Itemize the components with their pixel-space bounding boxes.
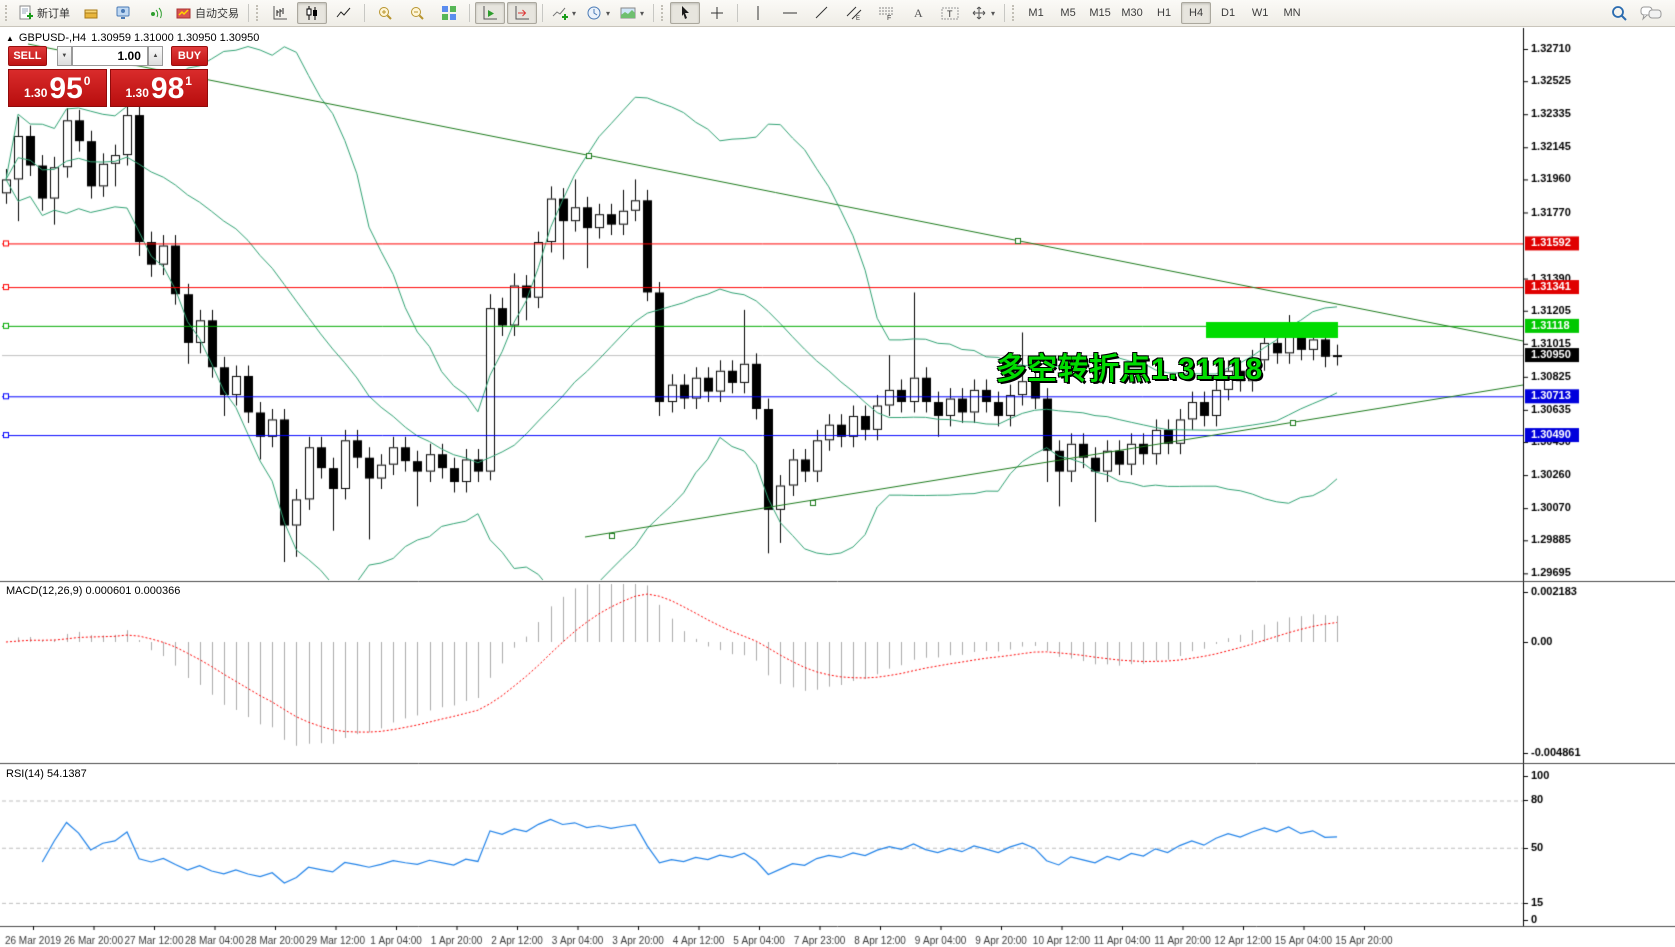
search-icon: [1610, 4, 1628, 22]
arrows-icon: [971, 5, 987, 21]
cursor-icon: [677, 5, 693, 21]
text-label-button[interactable]: T: [935, 2, 965, 24]
profiles-button[interactable]: [108, 2, 138, 24]
candlestick-chart-button[interactable]: [297, 2, 327, 24]
trendline-button[interactable]: [807, 2, 837, 24]
sell-button[interactable]: SELL: [8, 46, 47, 66]
svg-text:A: A: [914, 6, 923, 20]
periods-button[interactable]: ▾: [582, 2, 614, 24]
text-button[interactable]: A: [903, 2, 933, 24]
search-button[interactable]: [1604, 2, 1634, 24]
toolbar-grip[interactable]: [1012, 5, 1017, 21]
chevron-down-icon: ▾: [606, 8, 611, 18]
auto-trading-button[interactable]: 自动交易: [172, 2, 243, 24]
buy-button[interactable]: BUY: [171, 46, 208, 66]
chevron-down-icon: ▾: [640, 8, 645, 18]
chat-icon: [1640, 5, 1662, 21]
toolbar-grip[interactable]: [661, 5, 666, 21]
line-chart-icon: [336, 5, 352, 21]
profile-monitor-icon: [115, 5, 131, 21]
bar-chart-button[interactable]: [265, 2, 295, 24]
fibonacci-icon: F: [878, 5, 894, 21]
tf-d1-button[interactable]: D1: [1221, 7, 1236, 19]
svg-text:E: E: [856, 16, 860, 21]
signal-icon: [147, 5, 163, 21]
tf-mn-button[interactable]: MN: [1283, 7, 1301, 19]
chart-shift-icon: [514, 5, 530, 21]
chart-canvas[interactable]: [0, 27, 1675, 947]
horizontal-line-button[interactable]: [775, 2, 805, 24]
trendline-icon: [814, 5, 830, 21]
auto-trading-label: 自动交易: [195, 8, 239, 20]
templates-button[interactable]: ▾: [616, 2, 648, 24]
buy-price-display[interactable]: 1.30 98 1: [109, 69, 208, 107]
cursor-button[interactable]: [670, 2, 701, 24]
text-icon: A: [911, 5, 925, 21]
one-click-trading-panel: SELL ▼ 1.00 ▲ BUY 1.30 95 0 1.30 98 1: [8, 46, 208, 107]
chevron-down-icon: ▾: [991, 8, 996, 18]
auto-scroll-icon: [482, 5, 498, 21]
indicators-button[interactable]: ▾: [548, 2, 580, 24]
signals-button[interactable]: [140, 2, 170, 24]
auto-scroll-button[interactable]: [475, 2, 505, 24]
zoom-in-button[interactable]: [370, 2, 400, 24]
zoom-out-button[interactable]: [402, 2, 432, 24]
sell-price-display[interactable]: 1.30 95 0: [8, 69, 107, 107]
clock-icon: [586, 5, 602, 21]
candlestick-icon: [304, 5, 320, 21]
volume-input[interactable]: 1.00: [71, 46, 148, 66]
sell-price-prefix: 1.30: [24, 86, 48, 100]
tf-m15-button[interactable]: M15: [1089, 7, 1111, 19]
toolbar-grip[interactable]: [256, 5, 261, 21]
chevron-down-icon: ▾: [572, 8, 577, 18]
line-chart-button[interactable]: [329, 2, 359, 24]
tf-m30-button[interactable]: M30: [1121, 7, 1143, 19]
bar-chart-icon: [272, 5, 288, 21]
buy-price-prefix: 1.30: [125, 86, 149, 100]
chart-shift-button[interactable]: [507, 2, 537, 24]
sell-price-big: 95: [49, 72, 83, 105]
fibonacci-button[interactable]: F: [871, 2, 901, 24]
tf-w1-button[interactable]: W1: [1251, 7, 1269, 19]
crosshair-icon: [709, 5, 725, 21]
tile-windows-button[interactable]: [434, 2, 464, 24]
vertical-line-button[interactable]: [743, 2, 773, 24]
template-icon: [620, 5, 636, 21]
vertical-line-icon: [752, 5, 764, 21]
horizontal-line-icon: [782, 5, 798, 21]
svg-text:T: T: [947, 9, 953, 19]
zoom-out-icon: [409, 5, 425, 21]
tile-windows-icon: [441, 5, 457, 21]
text-label-icon: T: [941, 5, 959, 21]
sell-price-pip: 0: [83, 74, 91, 88]
charts-button[interactable]: [76, 2, 106, 24]
buy-price-pip: 1: [185, 74, 192, 88]
equidistant-channel-icon: E: [846, 5, 862, 21]
crosshair-button[interactable]: [702, 2, 732, 24]
tf-h4-button[interactable]: H4: [1181, 2, 1212, 24]
auto-trading-icon: [176, 5, 192, 21]
volume-decrease-button[interactable]: ▼: [56, 46, 72, 66]
tf-m1-button[interactable]: M1: [1028, 7, 1044, 19]
new-order-button[interactable]: 新订单: [14, 2, 74, 24]
indicators-icon: [552, 5, 568, 21]
svg-text:F: F: [887, 15, 891, 21]
new-order-label: 新订单: [37, 8, 70, 20]
tf-m5-button[interactable]: M5: [1060, 7, 1076, 19]
toolbar-grip[interactable]: [5, 5, 10, 21]
volume-increase-button[interactable]: ▲: [147, 46, 164, 66]
buy-price-big: 98: [150, 72, 185, 105]
new-order-icon: [18, 5, 34, 21]
toolbar: 新订单 自动交易 ▾ ▾ ▾ E F A T ▾: [0, 0, 1675, 27]
tf-h1-button[interactable]: H1: [1157, 7, 1172, 19]
channel-button[interactable]: E: [839, 2, 869, 24]
zoom-in-icon: [377, 5, 393, 21]
chat-button[interactable]: [1636, 2, 1666, 24]
arrows-button[interactable]: ▾: [967, 2, 999, 24]
gold-cube-icon: [83, 5, 99, 21]
